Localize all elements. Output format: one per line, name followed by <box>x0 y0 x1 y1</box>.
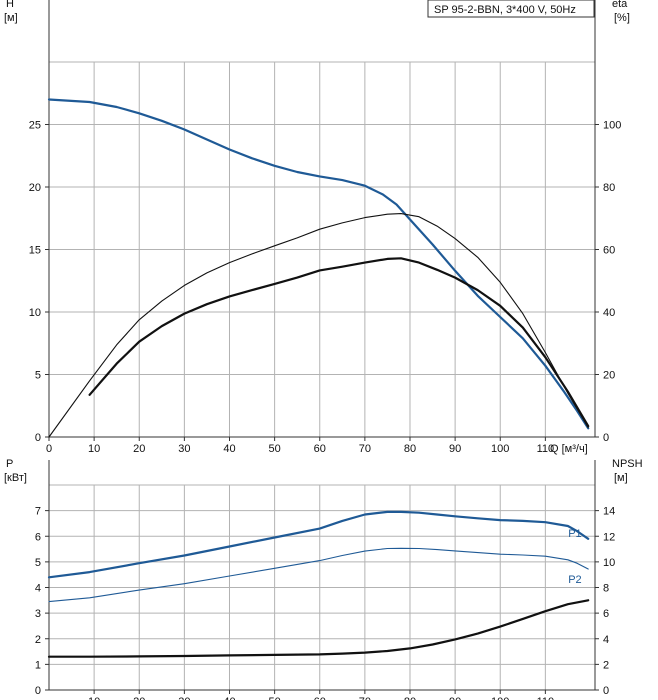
x-tick-label: 10 <box>88 443 100 455</box>
x-tick-label: 80 <box>404 696 416 700</box>
series-line-0-2 <box>88 257 590 428</box>
x-tick-label: 20 <box>133 443 145 455</box>
x-tick-label: 30 <box>178 696 190 700</box>
x-tick-label: 50 <box>268 696 280 700</box>
x-tick-label: 0 <box>46 443 52 455</box>
x-tick-label: 110 <box>537 443 555 455</box>
panel-head-efficiency: 0 10 20 30 40 50 60 70 80 90 100 110 0 5 10 15 20 25 0 20 40… <box>4 0 630 455</box>
y-right-tick-label: 12 <box>603 531 615 543</box>
x-tick-label: 50 <box>268 443 280 455</box>
y-left-tick-label: 2 <box>35 634 41 646</box>
y-left-tick-label: 20 <box>29 182 41 194</box>
x-tick-label: 40 <box>223 696 235 700</box>
x-tick-label: 100 <box>491 443 509 455</box>
y-left-tick-label: 0 <box>35 432 41 444</box>
y-left-unit: [кВт] <box>4 472 27 484</box>
x-tick-label: 70 <box>359 443 371 455</box>
x-tick-label: 80 <box>404 443 416 455</box>
series-line-1-0 <box>47 510 590 579</box>
series-line-1-1 <box>48 547 589 603</box>
title-box: SP 95-2-BBN, 3*400 V, 50Hz <box>427 0 595 18</box>
chart-title: SP 95-2-BBN, 3*400 V, 50Hz <box>434 4 576 16</box>
y-right-tick-label: 80 <box>603 182 615 194</box>
x-tick-label: 60 <box>314 696 326 700</box>
y-right-tick-label: 2 <box>603 659 609 671</box>
y-right-tick-label: 0 <box>603 432 609 444</box>
y-left-tick-label: 10 <box>29 307 41 319</box>
y-left-title: P <box>6 458 13 470</box>
x-tick-label: 40 <box>223 443 235 455</box>
y-right-tick-label: 0 <box>603 685 609 697</box>
y-left-tick-label: 0 <box>35 685 41 697</box>
y-left-tick-label: 7 <box>35 506 41 518</box>
y-right-tick-label: 6 <box>603 608 609 620</box>
y-left-unit: [м] <box>4 12 18 24</box>
y-right-tick-label: 60 <box>603 245 615 257</box>
x-tick-label: 90 <box>449 443 461 455</box>
y-right-tick-label: 4 <box>603 634 609 646</box>
y-right-tick-label: 20 <box>603 370 615 382</box>
y-left-tick-label: 25 <box>29 120 41 132</box>
series-line-0-1 <box>48 213 589 438</box>
y-right-tick-label: 100 <box>603 120 621 132</box>
x-tick-label: 60 <box>314 443 326 455</box>
y-right-unit: [м] <box>614 472 628 484</box>
y-left-tick-label: 5 <box>35 370 41 382</box>
y-right-tick-label: 8 <box>603 583 609 595</box>
x-tick-label: 70 <box>359 696 371 700</box>
panel-power-npsh: 1020304050607080901001100123456702468101… <box>4 458 643 700</box>
x-tick-label: 30 <box>178 443 190 455</box>
y-left-tick-label: 5 <box>35 557 41 569</box>
x-axis-title: Q [м³/ч] <box>550 443 588 455</box>
y-left-tick-label: 4 <box>35 583 41 595</box>
y-right-tick-label: 14 <box>603 506 615 518</box>
y-left-tick-label: 6 <box>35 531 41 543</box>
x-tick-label: 100 <box>491 696 509 700</box>
series-label: P2 <box>568 574 581 586</box>
y-left-title: H <box>6 0 14 10</box>
y-right-title: NPSH <box>612 458 643 470</box>
y-left-tick-label: 3 <box>35 608 41 620</box>
y-left-tick-label: 1 <box>35 659 41 671</box>
y-right-unit: [%] <box>614 12 630 24</box>
series-line-0-0 <box>47 98 590 430</box>
x-tick-label: 110 <box>537 696 555 700</box>
y-left-tick-label: 15 <box>29 245 41 257</box>
x-tick-label: 10 <box>88 696 100 700</box>
y-right-title: eta <box>612 0 628 10</box>
series-line-1-2 <box>47 599 590 658</box>
x-tick-label: 90 <box>449 696 461 700</box>
y-right-tick-label: 40 <box>603 307 615 319</box>
x-tick-label: 20 <box>133 696 145 700</box>
title-frame <box>427 0 595 18</box>
y-right-tick-label: 10 <box>603 557 615 569</box>
series-label: P1 <box>568 528 581 540</box>
